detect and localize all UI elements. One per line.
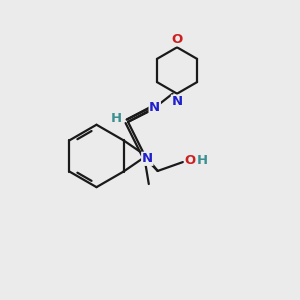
Text: N: N [149,100,160,114]
Text: O: O [184,154,196,167]
Text: H: H [110,112,122,125]
Text: N: N [142,152,153,165]
Text: N: N [172,95,183,108]
Text: O: O [171,33,183,46]
Text: H: H [196,154,208,167]
